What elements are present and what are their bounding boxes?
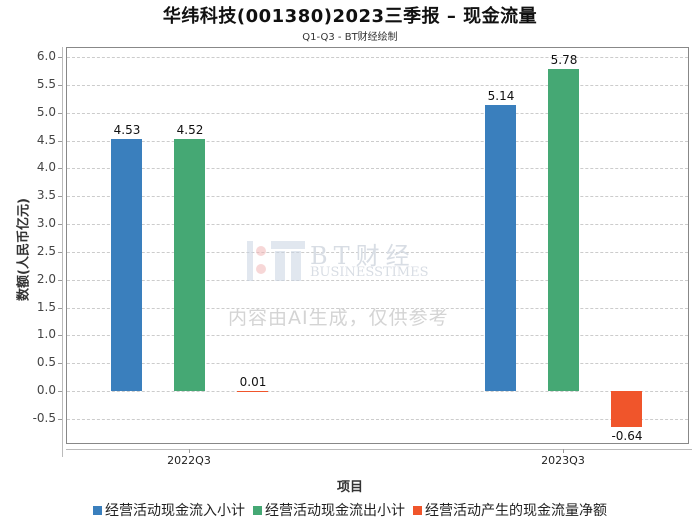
chart-title: 华纬科技(001380)2023三季报 – 现金流量 — [162, 6, 538, 27]
grid-line — [67, 251, 688, 253]
bar-value-label: 5.14 — [487, 88, 515, 103]
y-tick-mark — [58, 140, 62, 142]
x-tick-mark — [189, 449, 190, 453]
y-tick-mark — [58, 196, 62, 198]
y-tick-mark — [58, 335, 62, 337]
bar[interactable] — [611, 391, 642, 427]
grid-line — [67, 307, 688, 309]
bar-value-label: 5.78 — [550, 53, 578, 68]
y-tick-label: 1.0 — [36, 327, 56, 342]
legend-swatch-icon — [253, 505, 262, 515]
bar[interactable] — [237, 390, 268, 393]
y-axis-label: 数额(人民币亿元) — [16, 198, 32, 301]
bar[interactable] — [548, 69, 579, 392]
y-tick-mark — [58, 224, 62, 226]
grid-line — [67, 112, 688, 114]
y-tick-label: 4.5 — [36, 132, 56, 147]
y-tick-label: 2.0 — [36, 271, 56, 286]
grid-line — [67, 279, 688, 281]
legend-label: 经营活动产生的现金流量净额 — [425, 503, 607, 519]
y-tick-mark — [58, 84, 62, 86]
y-tick-label: 4.0 — [36, 160, 56, 175]
x-tick-label: 2022Q3 — [167, 454, 211, 467]
y-tick-mark — [58, 57, 62, 58]
y-tick-label: 0.0 — [36, 383, 56, 398]
grid-line — [67, 224, 688, 226]
y-tick-mark — [58, 279, 62, 281]
watermark-brand: BT财经 — [310, 242, 416, 270]
y-tick-mark — [58, 307, 62, 309]
y-tick-mark — [58, 251, 62, 253]
grid-line — [67, 57, 688, 58]
y-tick-mark — [58, 168, 62, 170]
chart-subtitle: Q1-Q3 - BT财经绘制 — [302, 32, 398, 43]
grid-line — [67, 168, 688, 170]
bt-logo-icon — [247, 241, 305, 281]
y-axis-line — [62, 47, 63, 457]
y-tick-mark — [58, 419, 62, 420]
plot-area — [66, 47, 689, 444]
bar[interactable] — [111, 138, 142, 392]
grid-line — [67, 84, 688, 86]
y-tick-label: 5.5 — [36, 76, 56, 91]
grid-line — [67, 419, 688, 420]
bar[interactable] — [485, 104, 516, 392]
y-tick-label: 0.5 — [36, 355, 56, 370]
y-tick-label: 5.0 — [36, 104, 56, 119]
y-tick-label: 6.0 — [36, 49, 56, 63]
bar-value-label: 4.52 — [176, 123, 204, 138]
grid-line — [67, 363, 688, 365]
y-tick-label: 2.5 — [36, 243, 56, 258]
legend-item-outflow[interactable]: 经营活动现金流出小计 — [253, 500, 405, 520]
legend-label: 经营活动现金流出小计 — [265, 503, 405, 519]
x-tick-mark — [563, 449, 564, 453]
x-tick-label: 2023Q3 — [541, 454, 585, 467]
legend-item-net[interactable]: 经营活动产生的现金流量净额 — [413, 500, 607, 520]
y-tick-mark — [58, 391, 62, 393]
bar-value-label: -0.64 — [611, 428, 643, 443]
y-tick-label: -0.5 — [32, 411, 56, 425]
watermark-notice: 内容由AI生成，仅供参考 — [228, 307, 449, 329]
legend: 经营活动现金流入小计 经营活动现金流出小计 经营活动产生的现金流量净额 — [0, 500, 700, 520]
legend-swatch-icon — [413, 505, 422, 515]
y-tick-label: 3.0 — [36, 216, 56, 231]
legend-swatch-icon — [93, 505, 102, 515]
grid-line — [67, 196, 688, 198]
bar-value-label: 0.01 — [239, 374, 267, 389]
x-axis-line — [66, 449, 692, 450]
y-tick-mark — [58, 112, 62, 114]
grid-line — [67, 391, 688, 393]
y-tick-mark — [58, 363, 62, 365]
y-tick-label: 3.5 — [36, 188, 56, 203]
watermark-brand-en: BUSINESSTIMES — [310, 265, 429, 280]
y-tick-label: 1.5 — [36, 299, 56, 314]
legend-item-inflow[interactable]: 经营活动现金流入小计 — [93, 500, 245, 520]
grid-line — [67, 140, 688, 142]
legend-label: 经营活动现金流入小计 — [105, 503, 245, 519]
bar-value-label: 4.53 — [113, 122, 141, 137]
grid-line — [67, 335, 688, 337]
bar[interactable] — [174, 139, 205, 392]
x-axis-label: 项目 — [336, 480, 363, 495]
